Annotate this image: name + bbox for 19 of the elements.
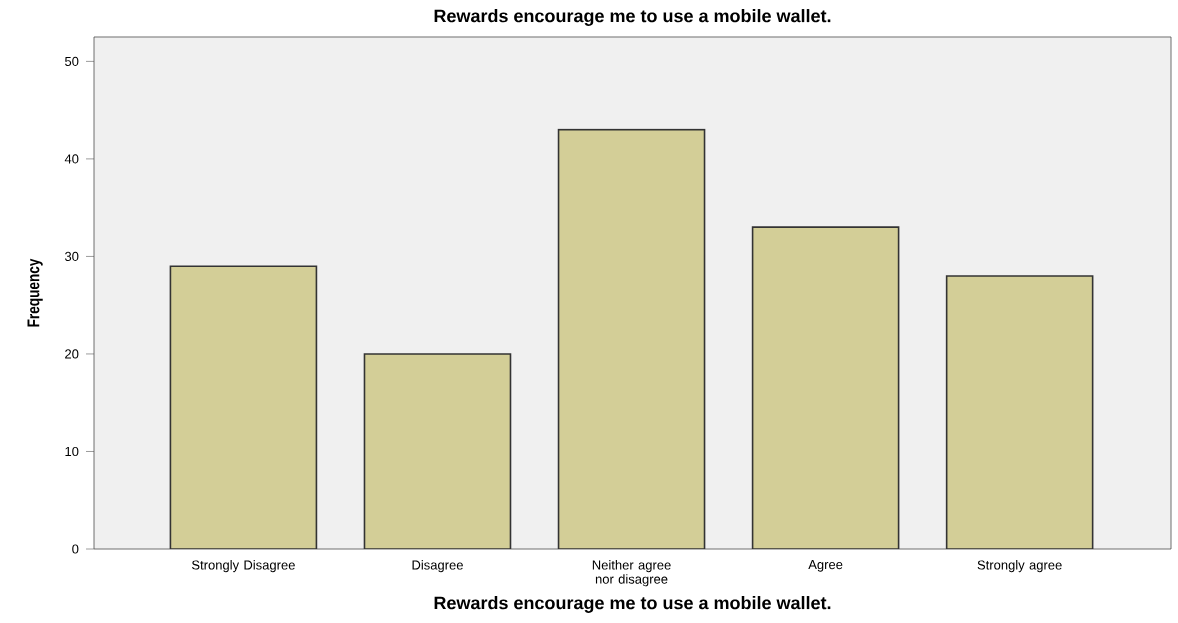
y-tick-label: 30 (64, 251, 79, 262)
x-tick-label: Neither agree nor disagree (592, 560, 671, 587)
x-tick-label: Disagree (412, 560, 463, 573)
y-tick-label: 40 (64, 154, 79, 164)
chart-title: Rewards encourage me to use a mobile wallet. (434, 9, 831, 26)
y-tick-label: 20 (65, 349, 79, 359)
x-tick-label: Agree (808, 560, 843, 572)
bar (751, 226, 900, 550)
y-tick-label: 0 (72, 544, 79, 554)
y-tick-label: 10 (65, 446, 79, 457)
bar (169, 265, 318, 550)
bar (557, 128, 706, 550)
bar (363, 353, 512, 550)
x-axis-title: Rewards encourage me to use a mobile wallet. (434, 596, 831, 613)
x-tick-label: Strongly Disagree (192, 560, 295, 573)
y-axis-title: Frequency (27, 258, 43, 327)
x-tick-label: Strongly agree (977, 560, 1062, 573)
y-tick-label: 50 (65, 56, 79, 66)
bar (945, 275, 1094, 550)
